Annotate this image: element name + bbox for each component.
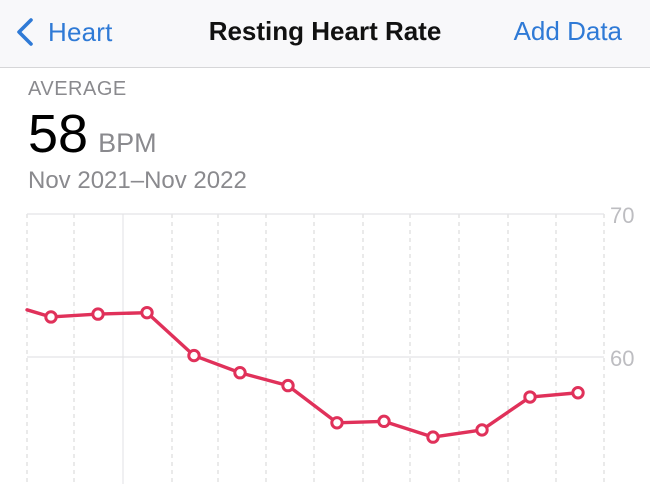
- data-point[interactable]: [330, 416, 344, 430]
- data-point[interactable]: [377, 414, 391, 429]
- back-button[interactable]: Heart: [14, 16, 113, 48]
- heart-rate-chart[interactable]: 70 60: [0, 200, 650, 484]
- data-point[interactable]: [523, 390, 537, 404]
- add-data-button[interactable]: Add Data: [513, 16, 622, 46]
- data-point[interactable]: [44, 310, 58, 324]
- average-row: 58 BPM: [28, 105, 247, 163]
- data-point[interactable]: [426, 430, 440, 444]
- back-label: Heart: [48, 16, 113, 47]
- line-chart: [25, 213, 605, 484]
- summary: AVERAGE 58 BPM Nov 2021–Nov 2022: [28, 78, 247, 195]
- data-point[interactable]: [233, 366, 247, 380]
- average-label: AVERAGE: [28, 78, 127, 100]
- data-point[interactable]: [281, 378, 295, 393]
- date-range: Nov 2021–Nov 2022: [28, 167, 247, 194]
- chevron-left-icon: [17, 18, 33, 46]
- average-unit: BPM: [98, 128, 157, 158]
- navigation-bar: Heart Resting Heart Rate Add Data: [0, 0, 650, 68]
- data-point[interactable]: [571, 386, 585, 400]
- heart-rate-line: [25, 308, 580, 439]
- data-point[interactable]: [475, 423, 489, 437]
- y-axis-label-70: 70: [610, 203, 635, 228]
- data-point[interactable]: [91, 307, 105, 321]
- average-value: 58: [28, 104, 89, 164]
- data-point[interactable]: [140, 305, 154, 320]
- data-point[interactable]: [187, 348, 201, 363]
- y-axis-label-60: 60: [610, 346, 635, 371]
